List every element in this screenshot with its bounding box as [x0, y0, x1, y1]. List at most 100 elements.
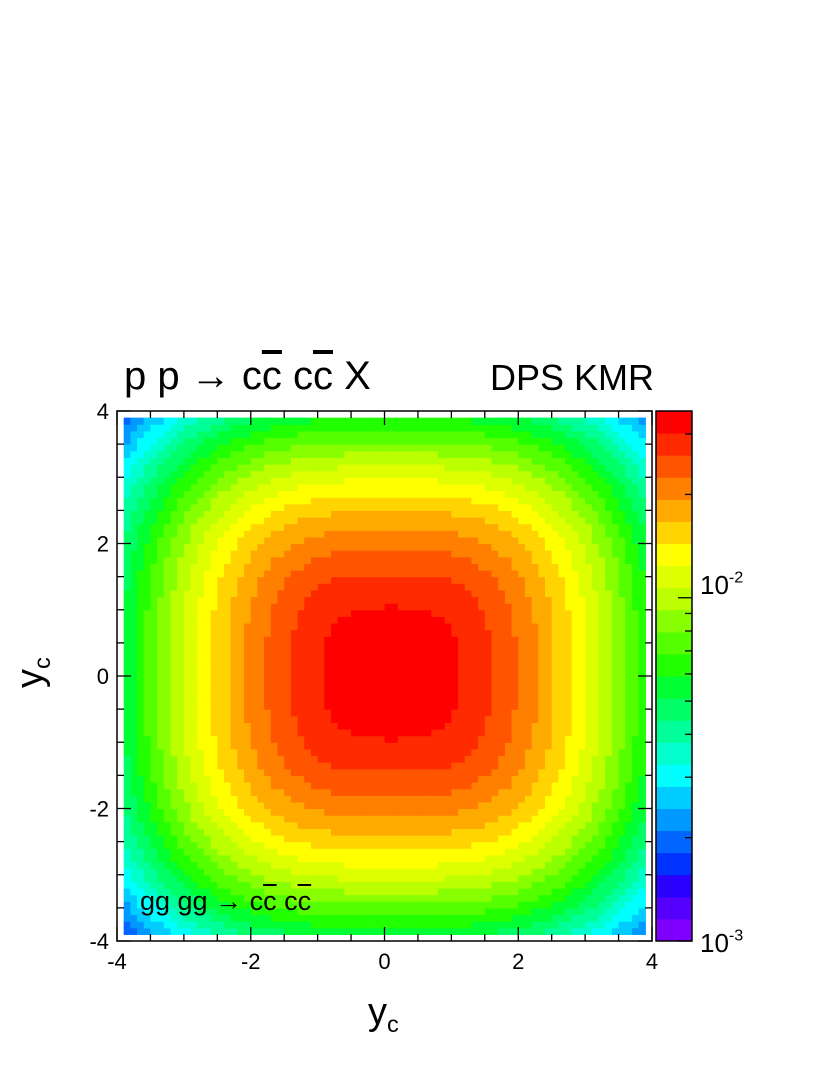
heatmap-cell	[217, 563, 225, 571]
heatmap-cell	[324, 768, 332, 776]
heatmap-cell	[190, 901, 198, 909]
heatmap-cell	[337, 828, 345, 836]
heatmap-cell	[150, 417, 158, 425]
heatmap-cell	[177, 636, 185, 644]
heatmap-cell	[518, 695, 526, 704]
heatmap-cell	[203, 570, 212, 578]
heatmap-cell	[404, 616, 412, 624]
heatmap-cell	[471, 742, 479, 750]
heatmap-cell	[143, 570, 152, 578]
heatmap-cell	[304, 510, 312, 518]
heatmap-cell	[357, 894, 366, 902]
heatmap-cell	[411, 729, 419, 737]
heatmap-cell	[203, 888, 212, 896]
heatmap-cell	[123, 523, 131, 531]
heatmap-cell	[190, 907, 198, 916]
heatmap-cell	[511, 689, 519, 697]
heatmap-cell	[377, 709, 386, 717]
heatmap-cell	[471, 735, 479, 743]
heatmap-cell	[498, 437, 506, 445]
heatmap-cell	[250, 689, 259, 697]
heatmap-cell	[163, 457, 172, 465]
heatmap-cell	[130, 609, 138, 617]
heatmap-cell	[244, 503, 252, 511]
heatmap-cell	[203, 788, 212, 796]
heatmap-cell	[384, 444, 392, 452]
heatmap-cell	[170, 742, 178, 750]
heatmap-cell	[471, 782, 479, 790]
heatmap-cell	[444, 430, 452, 439]
heatmap-cell	[277, 609, 285, 617]
heatmap-cell	[364, 556, 372, 564]
heatmap-cell	[531, 914, 539, 922]
heatmap-cell	[531, 815, 539, 823]
heatmap-cell	[431, 848, 439, 856]
heatmap-cell	[478, 709, 486, 717]
heatmap-cell	[237, 523, 245, 531]
heatmap-cell	[157, 589, 165, 598]
heatmap-cell	[451, 901, 459, 909]
heatmap-cell	[344, 907, 352, 916]
heatmap-cell	[411, 536, 419, 545]
heatmap-cell	[250, 742, 259, 750]
heatmap-cell	[545, 927, 553, 935]
heatmap-cell	[371, 543, 379, 551]
heatmap-cell	[331, 457, 339, 465]
heatmap-cell	[471, 709, 479, 717]
heatmap-cell	[417, 629, 426, 637]
heatmap-cell	[197, 676, 205, 684]
heatmap-cell	[491, 861, 499, 869]
heatmap-cell	[257, 596, 265, 604]
heatmap-cell	[183, 755, 192, 763]
heatmap-cell	[491, 430, 499, 439]
heatmap-cell	[451, 881, 459, 889]
heatmap-cell	[270, 477, 279, 485]
heatmap-cell	[284, 490, 292, 498]
heatmap-cell	[310, 550, 319, 558]
heatmap-cell	[351, 914, 359, 922]
heatmap-cell	[324, 477, 332, 485]
heatmap-cell	[438, 662, 446, 670]
heatmap-cell	[163, 914, 172, 922]
heatmap-cell	[471, 695, 479, 704]
heatmap-cell	[384, 722, 392, 730]
heatmap-cell	[244, 801, 252, 810]
heatmap-cell	[257, 768, 265, 776]
heatmap-cell	[531, 603, 539, 611]
heatmap-cell	[438, 517, 446, 525]
heatmap-cell	[504, 517, 513, 525]
heatmap-cell	[538, 927, 546, 935]
heatmap-cell	[297, 616, 305, 624]
heatmap-cell	[424, 656, 432, 664]
heatmap-cell	[417, 702, 426, 710]
heatmap-cell	[224, 603, 232, 611]
heatmap-cell	[163, 424, 172, 432]
heatmap-cell	[264, 835, 272, 843]
heatmap-cell	[137, 742, 145, 750]
heatmap-cell	[143, 589, 152, 598]
heatmap-cell	[264, 497, 272, 505]
heatmap-cell	[458, 828, 466, 836]
heatmap-cell	[257, 795, 265, 803]
heatmap-cell	[257, 477, 265, 485]
heatmap-cell	[137, 444, 145, 452]
heatmap-cell	[317, 450, 325, 458]
heatmap-cell	[464, 901, 473, 909]
heatmap-cell	[431, 682, 439, 690]
heatmap-cell	[464, 457, 473, 465]
heatmap-cell	[150, 907, 158, 916]
heatmap-cell	[284, 503, 292, 511]
heatmap-cell	[150, 629, 158, 637]
heatmap-cell	[177, 656, 185, 664]
heatmap-cell	[391, 881, 399, 889]
heatmap-cell	[177, 841, 185, 849]
heatmap-cell	[244, 841, 252, 849]
heatmap-cell	[491, 914, 499, 922]
heatmap-cell	[471, 835, 479, 843]
heatmap-cell	[357, 497, 366, 505]
heatmap-cell	[130, 450, 138, 458]
heatmap-cell	[478, 722, 486, 730]
heatmap-cell	[384, 755, 392, 763]
heatmap-cell	[230, 629, 238, 637]
heatmap-cell	[545, 550, 553, 558]
